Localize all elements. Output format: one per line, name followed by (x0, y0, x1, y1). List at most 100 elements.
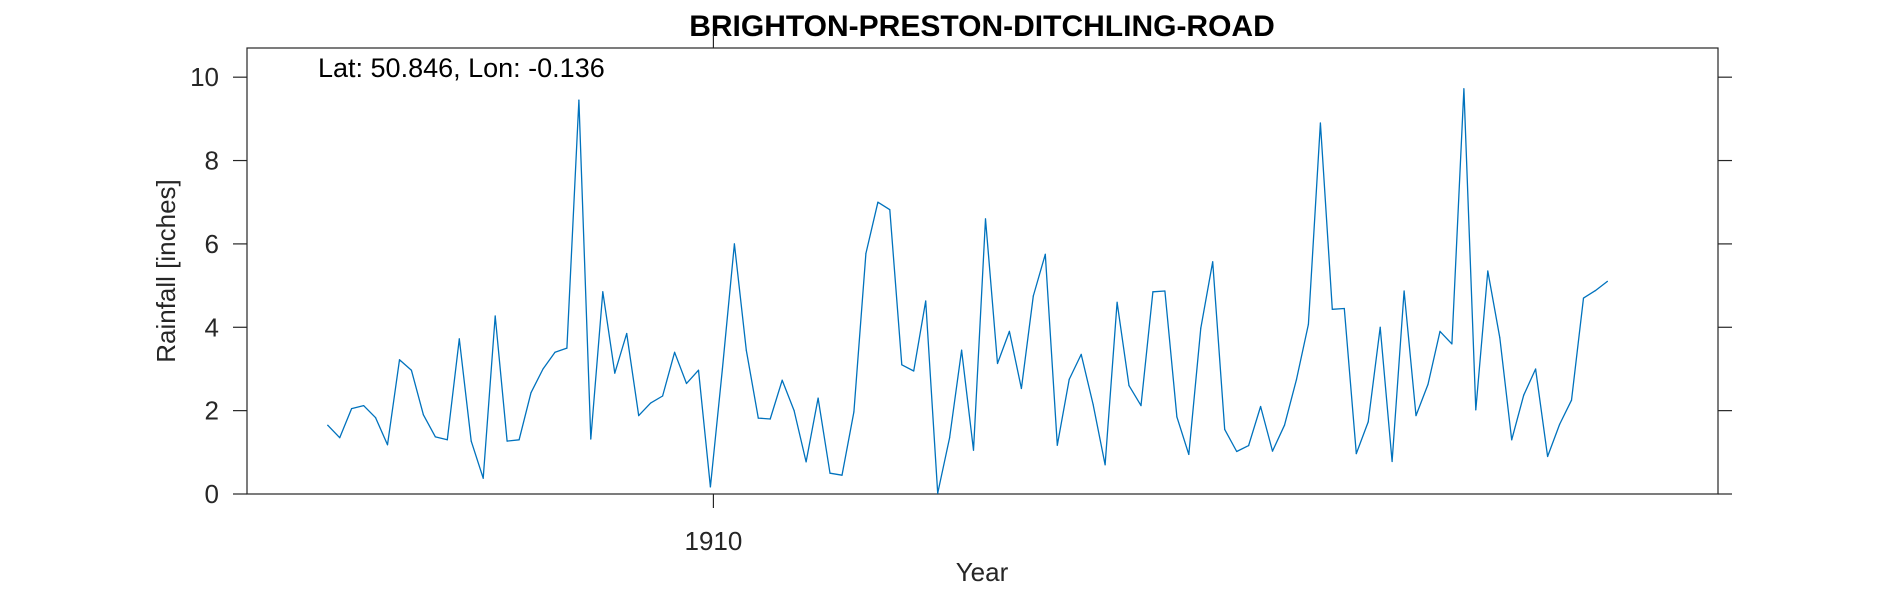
data-point (949, 437, 951, 439)
data-point (1451, 343, 1453, 345)
data-point (327, 424, 329, 426)
data-point (1283, 424, 1286, 426)
data-point (1176, 416, 1178, 418)
data-point (709, 486, 712, 488)
data-point (518, 439, 520, 441)
y-tick-label: 6 (205, 229, 219, 259)
data-point (1331, 308, 1333, 310)
data-point (853, 411, 855, 413)
data-point (1367, 421, 1369, 423)
data-point (590, 438, 592, 440)
data-point (1008, 330, 1011, 332)
data-point (530, 392, 532, 394)
y-tick-label: 0 (205, 479, 219, 509)
data-point (781, 379, 783, 381)
data-point (1188, 453, 1190, 455)
data-point (542, 368, 544, 370)
data-point (470, 440, 472, 442)
data-point (805, 461, 807, 463)
data-point (1212, 261, 1214, 263)
data-point (1523, 394, 1525, 396)
data-point (1092, 403, 1094, 405)
data-point (1463, 88, 1465, 90)
data-point (446, 439, 448, 441)
data-point (901, 364, 903, 366)
data-point (351, 408, 353, 410)
data-point (1104, 464, 1106, 466)
data-point (1044, 253, 1046, 255)
chart-title: BRIGHTON-PRESTON-DITCHLING-ROAD (689, 10, 1275, 43)
data-point (733, 243, 736, 245)
data-point (925, 300, 927, 302)
data-point (650, 402, 652, 404)
y-tick-label: 10 (190, 62, 219, 92)
data-point (554, 351, 556, 353)
data-point (1415, 415, 1417, 417)
data-point (410, 369, 412, 371)
data-point (996, 362, 999, 365)
data-point (913, 370, 915, 372)
data-point (793, 410, 795, 412)
data-point (1487, 270, 1489, 272)
data-point (1032, 295, 1034, 297)
data-point (434, 436, 436, 438)
data-point (482, 477, 484, 479)
data-point (458, 338, 460, 340)
data-point (745, 349, 747, 351)
data-point (1260, 405, 1262, 408)
data-point (1439, 330, 1441, 332)
data-point (829, 472, 831, 474)
data-point (757, 417, 759, 419)
data-point (1164, 290, 1166, 292)
axis-ticks (233, 34, 1732, 508)
y-tick-label: 8 (205, 146, 219, 176)
data-point (972, 449, 975, 451)
data-point (1570, 399, 1573, 401)
data-point (685, 382, 688, 385)
data-point (614, 372, 616, 374)
x-axis-label: Year (956, 557, 1009, 587)
y-tick-label: 4 (205, 312, 219, 342)
data-point (1559, 423, 1561, 425)
data-point (1068, 378, 1070, 380)
data-point (638, 415, 640, 417)
data-point (1391, 460, 1393, 463)
y-tick-label: 2 (205, 396, 219, 426)
data-point (1020, 387, 1023, 390)
data-point (1271, 450, 1274, 452)
data-point (1080, 353, 1082, 355)
data-point (1200, 327, 1202, 329)
data-point (1535, 368, 1537, 370)
data-point (1319, 122, 1321, 124)
data-point (1056, 444, 1058, 446)
data-point (494, 315, 496, 317)
location-annotation: Lat: 50.846, Lon: -0.136 (318, 53, 605, 83)
y-axis-label: Rainfall [inches] (151, 179, 181, 363)
data-point (398, 359, 401, 361)
data-point (1594, 290, 1596, 292)
data-point (877, 201, 879, 203)
data-point (506, 440, 508, 442)
x-tick-label: 1910 (684, 526, 742, 556)
data-point (1475, 409, 1477, 411)
data-point (1511, 439, 1513, 441)
data-point (984, 218, 987, 220)
data-point (1224, 428, 1226, 430)
data-point (375, 417, 377, 419)
rainfall-series-line (327, 88, 1608, 494)
data-point (1547, 455, 1549, 458)
data-point (626, 332, 628, 335)
data-point (1343, 307, 1345, 310)
data-point (674, 351, 676, 353)
data-point (961, 349, 963, 351)
data-point (841, 474, 843, 476)
data-point (662, 395, 664, 397)
data-point (1140, 405, 1142, 407)
data-point (363, 405, 365, 407)
data-point (817, 397, 819, 399)
data-point (1355, 453, 1357, 455)
data-point (1116, 301, 1118, 303)
data-point (1152, 291, 1154, 293)
data-point (721, 368, 724, 370)
